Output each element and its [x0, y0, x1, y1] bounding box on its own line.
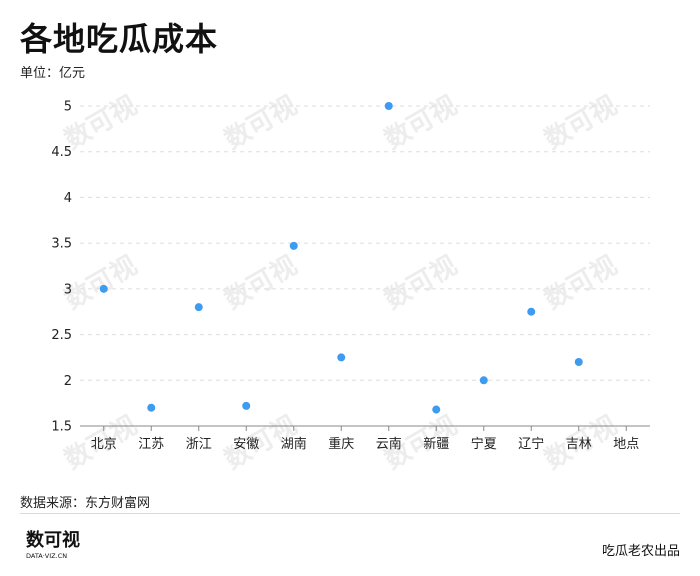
x-tick-label: 宁夏 — [471, 436, 497, 452]
y-tick-label: 2 — [64, 374, 72, 389]
data-point — [337, 353, 346, 362]
data-points — [99, 102, 583, 414]
y-tick-label: 3.5 — [51, 237, 72, 252]
y-tick-label: 3 — [64, 282, 72, 297]
watermark-text: 数可视 — [60, 251, 143, 316]
watermark-text: 数可视 — [540, 251, 623, 316]
grid-lines — [80, 105, 650, 381]
y-tick-label: 2.5 — [51, 328, 72, 343]
x-tick-label: 地点 — [613, 437, 639, 452]
brand-credit: 吃瓜老农出品 — [601, 544, 680, 559]
data-point — [384, 102, 393, 110]
data-point — [527, 307, 536, 316]
x-tick-label: 云南 — [376, 436, 402, 452]
data-point — [99, 284, 108, 293]
x-tick-label: 浙江 — [186, 437, 212, 452]
footer-divider — [20, 513, 680, 514]
x-tick-label: 北京 — [91, 437, 117, 452]
data-point — [194, 303, 203, 312]
y-tick-label: 4.5 — [51, 145, 72, 160]
watermark-text: 数可视 — [380, 251, 463, 316]
watermark-text: 数可视 — [220, 91, 303, 156]
chart-title: 各地吃瓜成本 — [20, 20, 219, 58]
logo-mark: 数可视 — [26, 529, 80, 551]
data-source: 数据来源：东方财富网 — [20, 496, 151, 511]
x-tick-label: 重庆 — [328, 436, 354, 452]
data-point — [479, 376, 488, 385]
x-tick-label: 湖南 — [281, 436, 307, 452]
data-point — [242, 401, 251, 410]
data-point — [432, 405, 441, 414]
y-tick-label: 5 — [64, 100, 72, 115]
x-axis-ticks: 北京 江苏 浙江 安徽 湖南 重庆 云南 新疆 宁夏 辽宁 吉林 地点 — [91, 426, 639, 452]
x-tick-label: 江苏 — [138, 436, 164, 452]
x-tick-label: 安徽 — [233, 437, 259, 452]
watermark-text: 数可视 — [220, 251, 303, 316]
data-point — [289, 241, 298, 250]
x-tick-label: 新疆 — [423, 436, 449, 452]
watermark-text: 数可视 — [380, 91, 463, 156]
y-axis-ticks: 1.5 2 2.5 3 3.5 4 4.5 5 — [51, 100, 72, 435]
x-tick-label: 辽宁 — [518, 436, 544, 452]
y-tick-label: 1.5 — [51, 420, 72, 435]
y-tick-label: 4 — [64, 191, 72, 206]
data-point — [147, 403, 156, 412]
watermark-text: 数可视 — [60, 91, 143, 156]
data-point — [574, 358, 583, 366]
unit-label: 单位：亿元 — [20, 66, 86, 81]
logo-subtext: DATA·VIZ.CN — [26, 552, 67, 560]
watermark-text: 数可视 — [540, 91, 623, 156]
logo: 数可视 DATA·VIZ.CN — [26, 529, 80, 560]
x-tick-label: 吉林 — [566, 437, 592, 452]
